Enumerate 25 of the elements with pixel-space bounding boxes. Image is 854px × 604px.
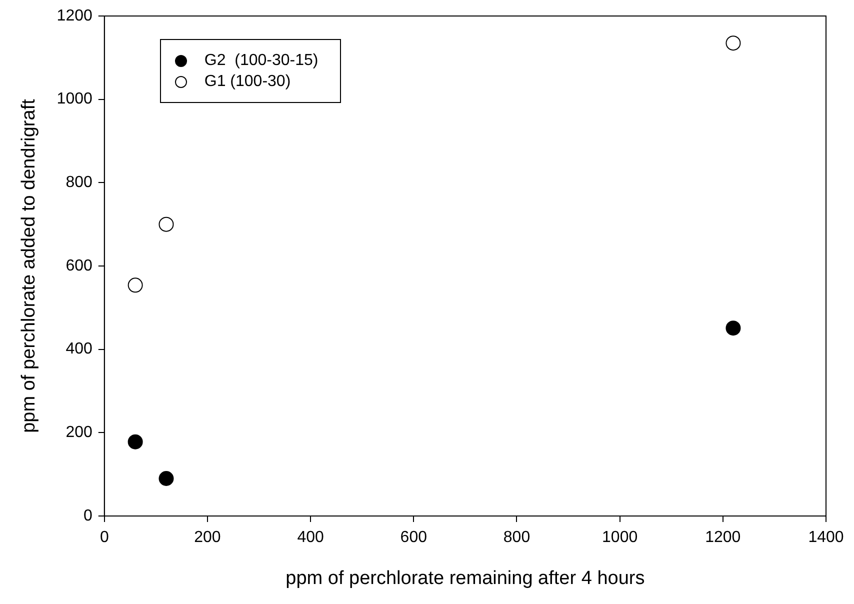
- y-tick-label: 800: [66, 174, 92, 192]
- y-tick-label: 0: [83, 507, 92, 524]
- x-tick-label: 600: [400, 529, 428, 546]
- point: [726, 320, 741, 336]
- x-tick-label: 1200: [705, 529, 741, 546]
- x-tick-label: 1000: [602, 529, 638, 546]
- x-tick-label: 0: [100, 529, 109, 546]
- x-tick-label: 800: [503, 529, 530, 546]
- x-tick-label: 1400: [808, 529, 844, 546]
- y-tick-label: 1200: [56, 7, 92, 24]
- point: [158, 216, 174, 232]
- x-axis-title: ppm of perchlorate remaining after 4 hours: [286, 568, 645, 589]
- y-axis-title: ppm of perchlorate added to dendrigraft: [18, 98, 40, 433]
- point: [128, 278, 143, 293]
- x-tick-label: 400: [297, 529, 324, 546]
- legend-label: G1 (100-30): [204, 72, 291, 92]
- point: [158, 471, 174, 486]
- point: [128, 434, 143, 450]
- x-tick-label: 200: [194, 529, 221, 546]
- y-tick-label: 200: [66, 424, 92, 442]
- y-tick-label: 600: [66, 257, 92, 274]
- y-tick-label: 1000: [56, 90, 92, 108]
- legend-label: G2 (100-30-15): [204, 51, 318, 71]
- point: [726, 36, 741, 51]
- y-tick-label: 400: [66, 340, 92, 358]
